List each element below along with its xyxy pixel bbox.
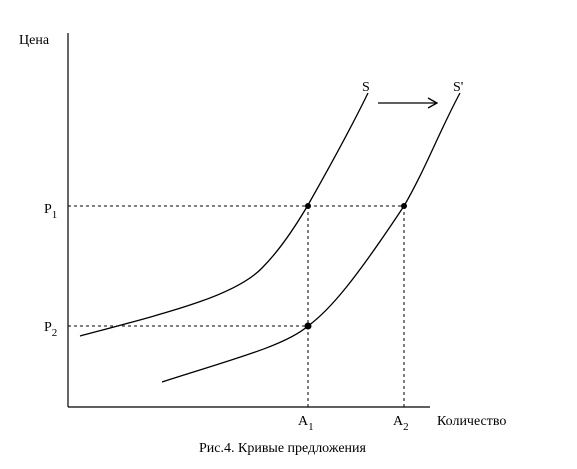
supply-curve-label: S	[362, 80, 370, 95]
price-2-label: P2	[44, 320, 57, 339]
supply-curve-s	[79, 92, 369, 337]
supply-curve-s-prime	[161, 92, 461, 383]
y-axis-label: Цена	[19, 33, 50, 48]
price-1-label: P1	[44, 202, 57, 221]
point-a1-p1	[305, 203, 311, 209]
x-axis-label: Количество	[437, 414, 506, 429]
point-a2-p1	[401, 203, 407, 209]
shift-arrow-head	[427, 97, 439, 109]
quantity-2-label: A2	[393, 414, 409, 433]
figure-caption: Рис.4. Кривые предложения	[199, 441, 367, 456]
shifted-supply-curve-label: S'	[453, 80, 463, 95]
point-a1-p2	[304, 322, 312, 330]
quantity-1-label: A1	[298, 414, 314, 433]
